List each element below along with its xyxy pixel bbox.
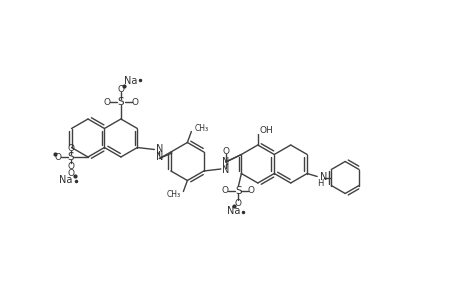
Text: O: O (67, 161, 74, 170)
Text: O: O (117, 85, 124, 94)
Text: O: O (103, 98, 110, 106)
Text: O: O (67, 143, 74, 152)
Text: N: N (222, 157, 229, 167)
Text: Na: Na (124, 76, 137, 86)
Text: N: N (155, 143, 162, 154)
Text: O: O (131, 98, 138, 106)
Text: S: S (67, 152, 74, 162)
Text: N: N (319, 172, 327, 182)
Text: O: O (235, 199, 241, 208)
Text: Na: Na (59, 175, 73, 185)
Text: S: S (235, 185, 241, 196)
Text: N: N (222, 165, 229, 175)
Text: O: O (222, 146, 229, 155)
Text: Na: Na (226, 206, 240, 217)
Text: O: O (54, 152, 62, 161)
Text: O: O (67, 169, 74, 178)
Text: CH₃: CH₃ (194, 124, 208, 133)
Text: O: O (247, 186, 254, 195)
Text: N: N (155, 152, 162, 161)
Text: O: O (221, 186, 229, 195)
Text: S: S (118, 97, 124, 107)
Text: OH: OH (259, 125, 273, 134)
Text: CH₃: CH₃ (166, 190, 180, 199)
Text: H: H (316, 179, 323, 188)
